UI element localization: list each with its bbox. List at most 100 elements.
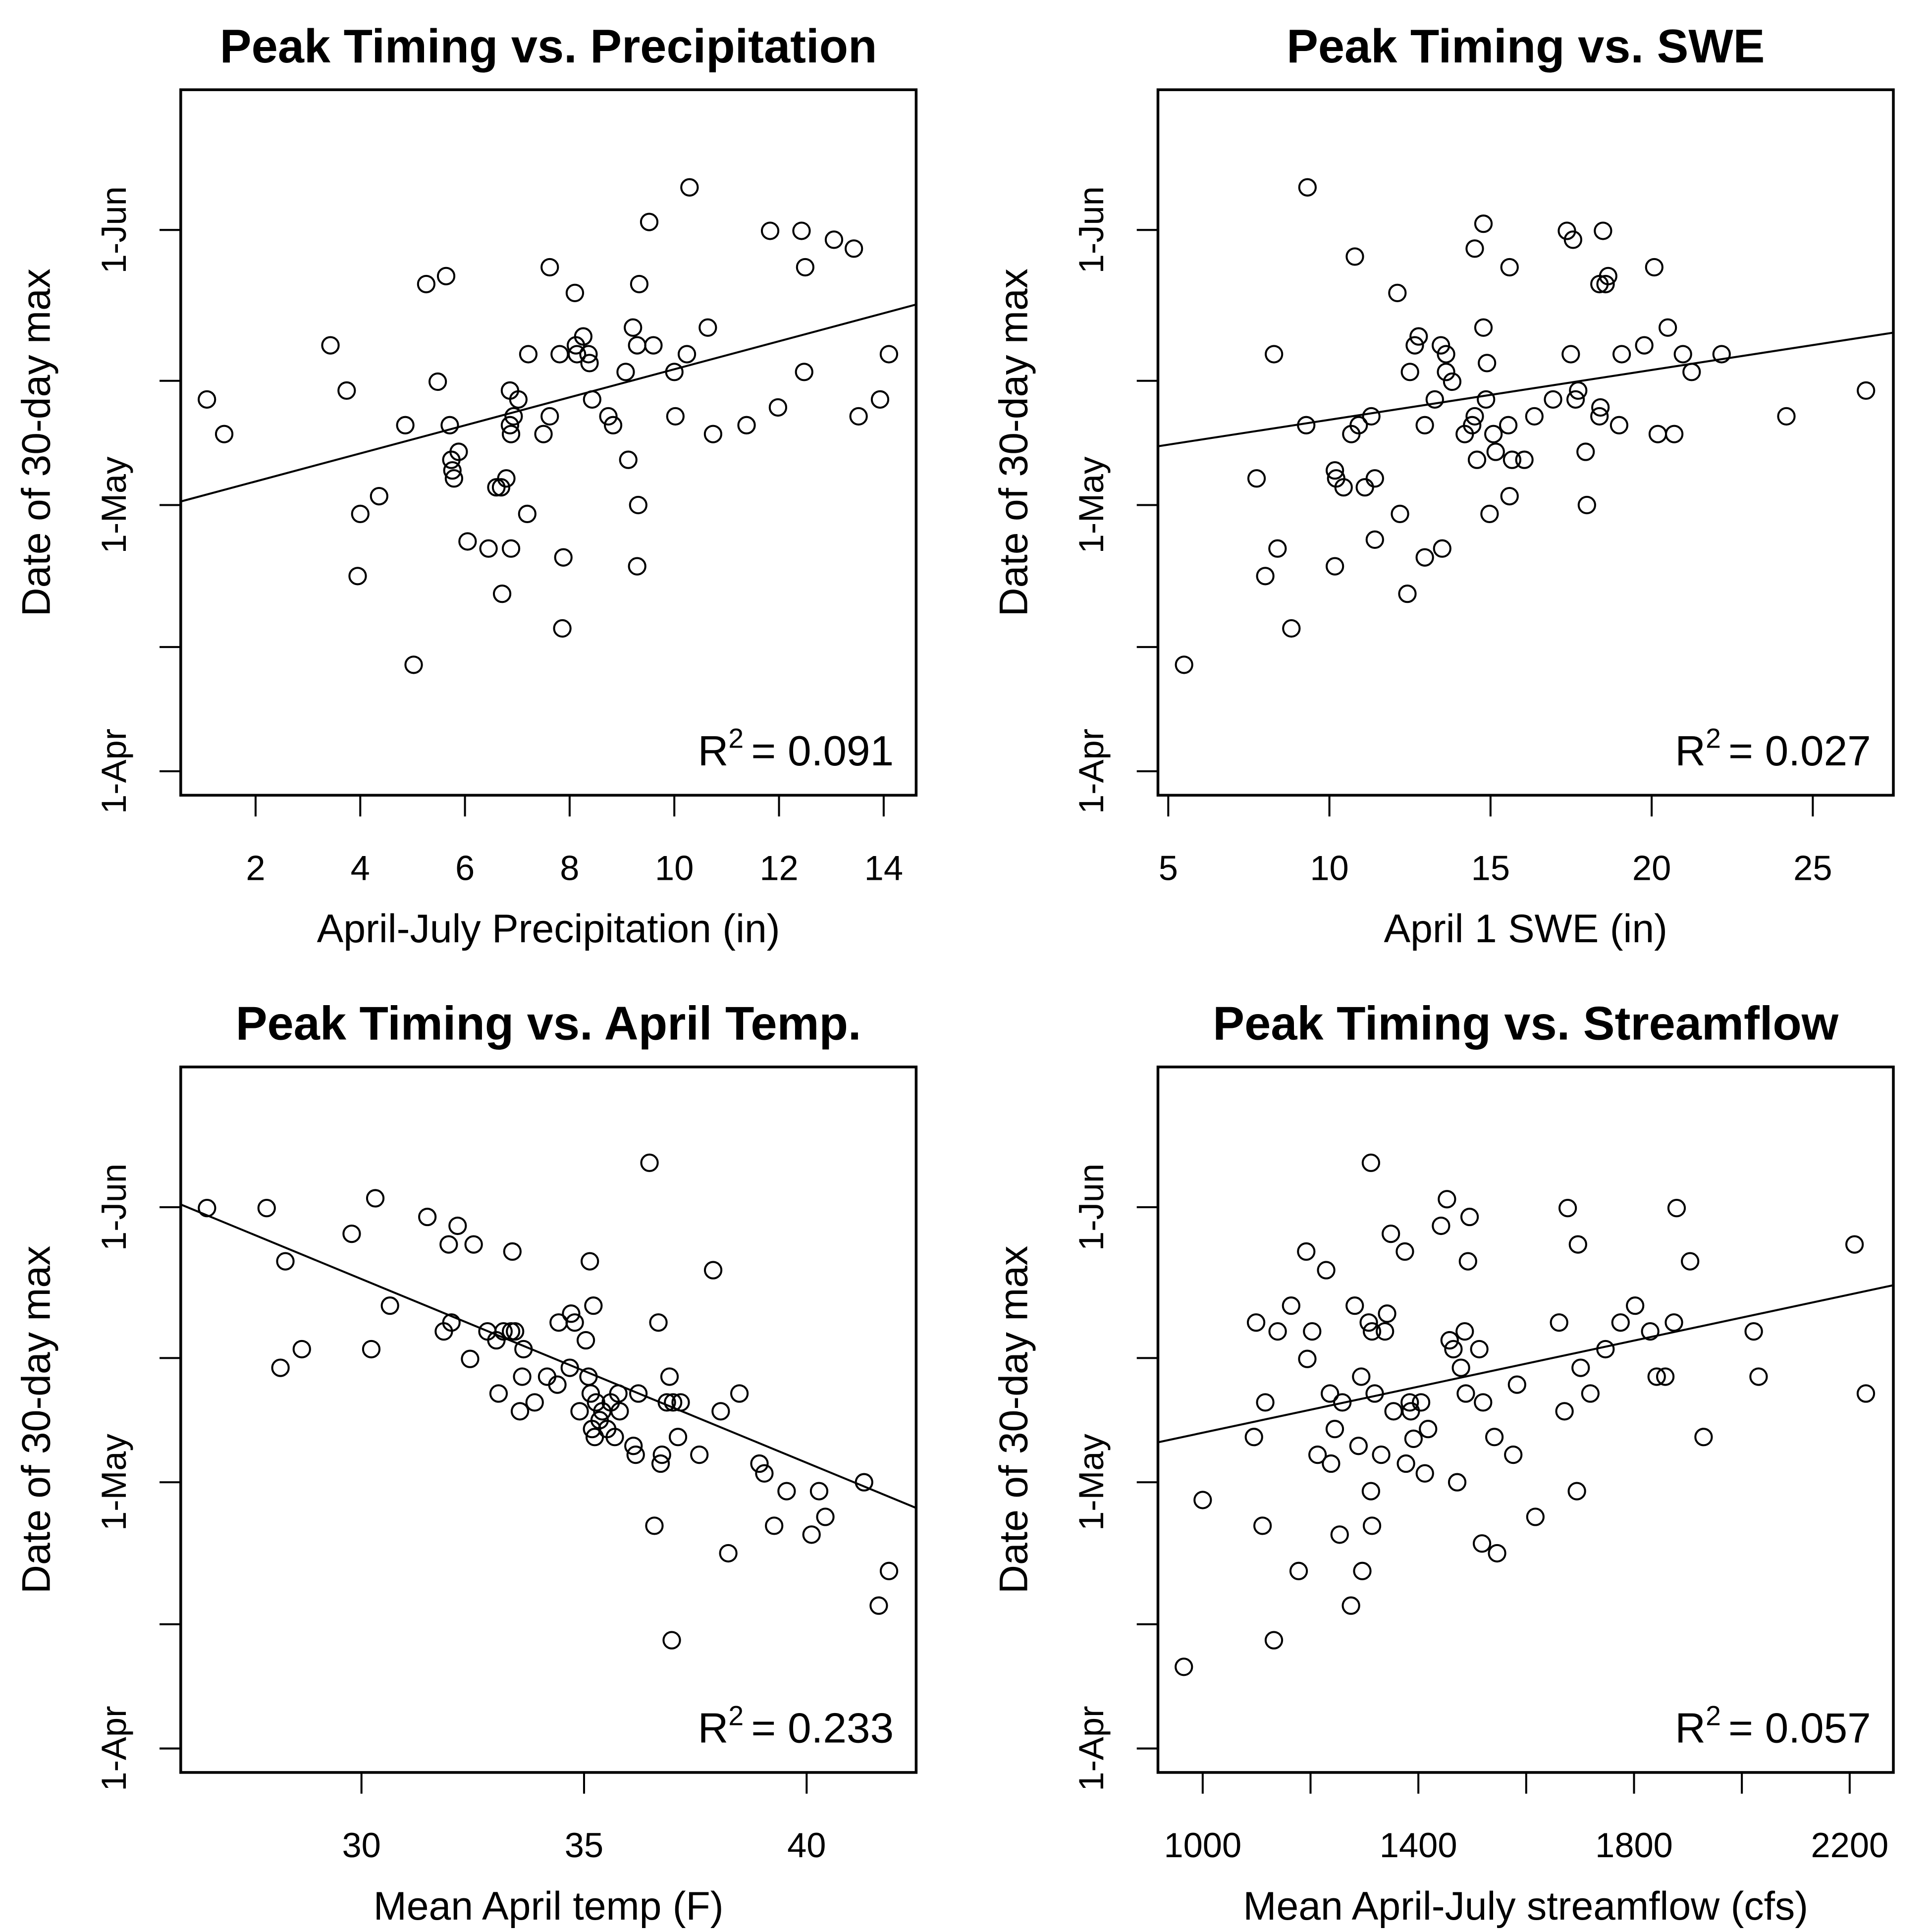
plot-frame (179, 88, 918, 797)
data-point (370, 486, 388, 506)
data-point (1425, 390, 1444, 409)
r2-superscript: 2 (1706, 1700, 1721, 1731)
data-point (215, 425, 234, 443)
y-tick-label: 1-Apr (94, 1706, 133, 1791)
data-point (1415, 548, 1434, 567)
data-point (1503, 450, 1522, 469)
r-squared-annotation: R2 = 0.091 (698, 723, 894, 775)
data-point (436, 267, 456, 285)
data-point (1342, 1596, 1360, 1615)
y-tick-label: 1-Jun (94, 1164, 133, 1251)
data-point (1599, 267, 1617, 285)
data-point (624, 318, 643, 337)
data-point (651, 1454, 670, 1473)
x-tick-label: 2200 (1811, 1825, 1888, 1865)
x-axis-label: Mean April temp (F) (374, 1884, 724, 1929)
y-tick-label: 1-May (94, 1434, 133, 1531)
y-axis-label: Date of 30-day max (14, 1246, 59, 1594)
x-tick-label: 40 (787, 1825, 826, 1865)
data-point (479, 539, 498, 558)
data-point (630, 274, 649, 294)
data-point (730, 1384, 749, 1403)
data-point (665, 363, 684, 381)
data-point (1365, 530, 1384, 549)
data-point (583, 390, 601, 409)
data-point (1433, 539, 1451, 558)
panel-april-temp: Peak Timing vs. April Temp. Mean April t… (14, 997, 918, 1929)
data-point (1391, 504, 1409, 524)
plot-frame (1156, 88, 1895, 797)
y-tick-label: 1-Jun (1072, 1164, 1111, 1251)
data-point (870, 390, 890, 409)
x-tick-label: 2 (246, 848, 265, 887)
data-point (1334, 478, 1353, 497)
data-point (1558, 1199, 1577, 1218)
data-point (461, 1349, 480, 1368)
data-point (1400, 363, 1419, 381)
data-point (489, 1384, 508, 1403)
r2-value: = 0.057 (1728, 1705, 1871, 1752)
data-point (449, 442, 468, 461)
data-point (492, 585, 512, 603)
r-squared-annotation: R2 = 0.233 (698, 1700, 894, 1752)
y-tick-label: 1-May (1072, 456, 1111, 553)
data-point (510, 1402, 530, 1421)
data-point (1478, 354, 1497, 373)
data-point (640, 213, 659, 231)
data-point (506, 1322, 525, 1341)
data-point (1405, 336, 1424, 355)
data-point (448, 1216, 467, 1235)
data-point (562, 1304, 581, 1323)
data-point (1289, 1561, 1308, 1580)
data-point (777, 1482, 796, 1501)
data-point (442, 1313, 461, 1332)
data-point (649, 1313, 668, 1332)
data-point (518, 504, 537, 524)
data-point (581, 1252, 599, 1271)
data-point (1326, 461, 1344, 480)
y-axis-label: Date of 30-day max (991, 268, 1036, 617)
data-point (348, 567, 367, 586)
data-point (565, 1313, 584, 1332)
data-point (792, 221, 811, 240)
data-point (1507, 1375, 1526, 1394)
data-point (629, 1384, 648, 1403)
data-point (443, 461, 462, 480)
data-point (1526, 1507, 1545, 1526)
x-tick-label: 12 (759, 848, 798, 887)
data-point (1365, 1384, 1384, 1403)
data-point (579, 345, 598, 364)
data-point (1175, 655, 1193, 674)
r2-value: = 0.091 (751, 728, 894, 775)
data-point (1404, 1429, 1423, 1449)
data-point (1500, 258, 1519, 277)
data-point (816, 1507, 835, 1526)
x-tick-label: 1800 (1595, 1825, 1673, 1865)
x-tick-label: 8 (560, 848, 579, 887)
data-point (711, 1402, 730, 1421)
data-point (703, 425, 723, 443)
data-point (1362, 1322, 1382, 1341)
data-point (1577, 495, 1596, 515)
data-point (271, 1358, 290, 1377)
data-point (1419, 1420, 1438, 1439)
x-tick-label: 14 (864, 848, 903, 887)
data-point (1845, 1235, 1864, 1254)
data-point (1345, 247, 1364, 266)
x-tick-label: 30 (342, 1825, 380, 1865)
data-point (1415, 1464, 1434, 1483)
panel-swe: Peak Timing vs. SWE April 1 SWE (in) Dat… (991, 20, 1895, 951)
data-point (1555, 1402, 1574, 1421)
data-point (1256, 567, 1275, 586)
data-point (1550, 1313, 1568, 1332)
data-point (1437, 363, 1455, 381)
r-squared-annotation: R2 = 0.057 (1675, 1700, 1871, 1752)
data-point (1571, 1358, 1590, 1377)
data-point (1590, 407, 1609, 426)
data-point (501, 539, 521, 558)
data-point (581, 1384, 600, 1403)
x-tick-label: 4 (351, 848, 370, 887)
data-point (198, 390, 216, 409)
